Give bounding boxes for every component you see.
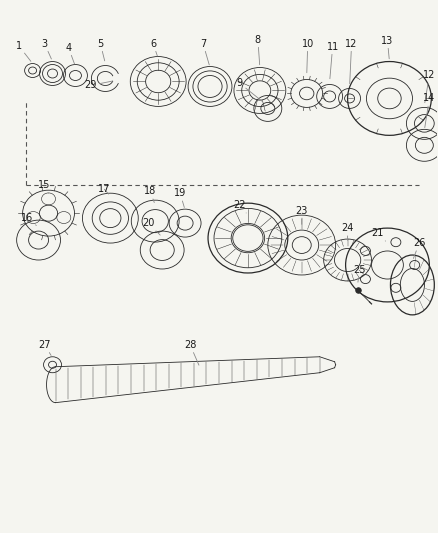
Text: 24: 24	[341, 223, 354, 240]
Text: 20: 20	[142, 218, 160, 235]
Text: 8: 8	[255, 35, 261, 64]
Text: 28: 28	[184, 340, 199, 365]
Text: 17: 17	[98, 184, 110, 194]
Text: 21: 21	[371, 228, 385, 241]
Text: 29: 29	[84, 80, 113, 91]
Text: 22: 22	[234, 200, 246, 213]
Text: 26: 26	[413, 238, 426, 259]
Text: 3: 3	[42, 38, 51, 59]
Text: 19: 19	[174, 188, 186, 207]
Text: 14: 14	[423, 93, 435, 127]
Text: 5: 5	[97, 38, 105, 61]
Text: 4: 4	[65, 43, 74, 64]
Text: 23: 23	[296, 206, 308, 224]
Text: 16: 16	[21, 213, 36, 225]
Text: 13: 13	[381, 36, 394, 59]
Text: 18: 18	[144, 186, 156, 203]
Text: 1: 1	[16, 41, 31, 61]
Text: 27: 27	[38, 340, 51, 356]
Text: 9: 9	[237, 78, 263, 102]
Text: 6: 6	[150, 38, 157, 56]
Text: 25: 25	[353, 265, 366, 282]
Text: 12: 12	[346, 38, 358, 84]
Text: 11: 11	[326, 42, 339, 79]
Text: 15: 15	[39, 180, 51, 193]
Text: 12: 12	[423, 70, 435, 103]
Text: 10: 10	[302, 38, 314, 72]
Text: 7: 7	[200, 38, 209, 65]
